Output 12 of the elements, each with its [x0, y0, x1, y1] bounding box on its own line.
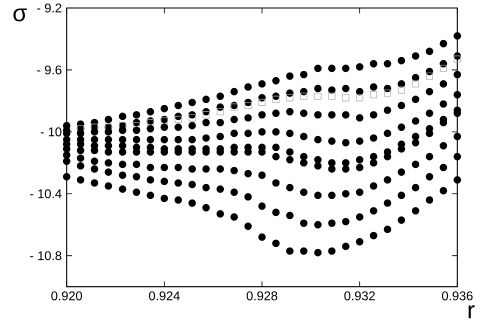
y-tick-label: - 10	[40, 127, 62, 136]
y-tick-label: - 10.4	[30, 189, 62, 198]
x-tick-label: 0.924	[148, 291, 180, 300]
y-axis-title: σ	[13, 8, 27, 22]
x-tick-label: 0.932	[344, 291, 375, 300]
x-axis-title: r	[468, 305, 475, 318]
x-tick-label: 0.936	[442, 291, 473, 300]
y-tick-label: - 10.8	[30, 251, 62, 260]
y-tick-label: - 9.6	[37, 65, 62, 74]
x-tick-label: 0.920	[51, 291, 82, 300]
y-tick-label: - 9.2	[37, 4, 62, 12]
x-tick-label: 0.928	[246, 291, 278, 300]
